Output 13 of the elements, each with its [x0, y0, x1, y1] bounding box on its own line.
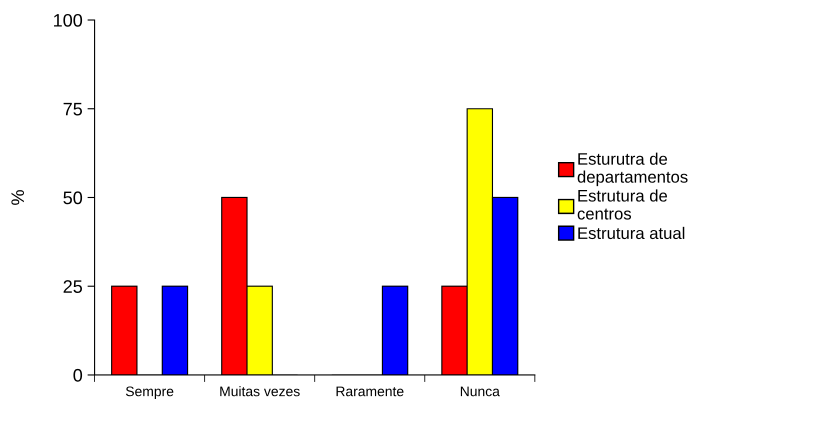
x-tick-label: Nunca [460, 386, 500, 396]
y-tick-label: 100 [54, 14, 82, 27]
x-tick-label: Muitas vezes [220, 386, 300, 396]
y-tick-label: 75 [64, 102, 82, 116]
legend-label: Estrutura atual [578, 226, 684, 240]
legend-label: Esturutra de departamentos [578, 152, 688, 186]
y-axis-title: % [11, 190, 24, 205]
y-tick-label: 25 [64, 280, 82, 293]
y-tick-label: 50 [63, 191, 82, 204]
legend-label: Estrutura de centros [578, 189, 668, 220]
y-tick-label: 0 [73, 368, 82, 382]
x-tick-label: Sempre [126, 386, 174, 400]
x-tick-label: Raramente [336, 386, 404, 396]
